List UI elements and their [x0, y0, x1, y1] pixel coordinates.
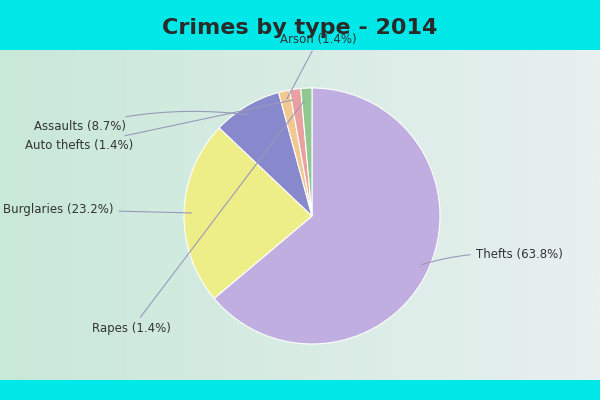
Wedge shape: [301, 88, 312, 216]
Wedge shape: [184, 128, 312, 298]
Wedge shape: [214, 88, 440, 344]
Wedge shape: [290, 88, 312, 216]
Text: Arson (1.4%): Arson (1.4%): [280, 33, 357, 99]
Text: Burglaries (23.2%): Burglaries (23.2%): [3, 203, 191, 216]
Text: Auto thefts (1.4%): Auto thefts (1.4%): [25, 100, 293, 152]
Text: Assaults (8.7%): Assaults (8.7%): [34, 111, 248, 133]
Text: Crimes by type - 2014: Crimes by type - 2014: [163, 18, 437, 38]
Wedge shape: [219, 92, 312, 216]
Wedge shape: [278, 90, 312, 216]
Text: Rapes (1.4%): Rapes (1.4%): [92, 101, 304, 335]
Text: Thefts (63.8%): Thefts (63.8%): [422, 248, 563, 265]
